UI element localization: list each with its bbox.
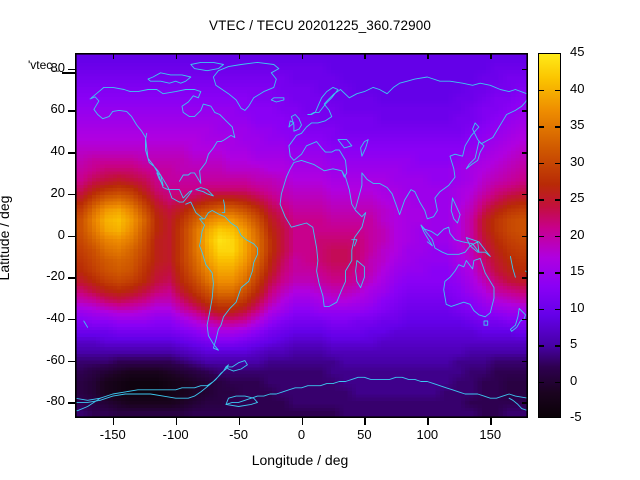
colorbar-tick-mark — [555, 235, 561, 237]
colorbar-tick-label: 15 — [570, 263, 585, 278]
y-tick-label: -20 — [46, 268, 65, 284]
colorbar-tick-mark-left — [538, 308, 544, 310]
y-tick-mark — [68, 318, 75, 321]
x-tick-label: 100 — [416, 427, 439, 442]
colorbar-tick-label: 0 — [570, 372, 578, 388]
colorbar-tick-mark — [555, 381, 561, 383]
y-tick-mark-inner — [522, 318, 528, 321]
x-axis-label: Longitude / deg — [251, 452, 349, 468]
colorbar-tick-label: 30 — [570, 153, 585, 169]
x-tick-mark — [490, 418, 492, 425]
colorbar-tick-mark — [555, 199, 561, 201]
colorbar-tick-mark-left — [538, 162, 544, 164]
y-tick-mark-inner — [522, 402, 528, 404]
colorbar-tick-label: 40 — [570, 80, 585, 96]
x-tick-mark-inner — [112, 53, 115, 59]
key-title: 'vtec_ — [28, 58, 59, 72]
y-tick-label: 20 — [50, 184, 65, 200]
x-tick-mark-inner — [427, 53, 429, 59]
x-tick-label: 50 — [357, 427, 372, 442]
colorbar-tick-label: 10 — [570, 299, 585, 315]
colorbar-tick-mark — [555, 162, 561, 164]
y-tick-label: -40 — [46, 309, 65, 325]
colorbar-tick-mark-left — [538, 381, 544, 383]
x-tick-mark — [364, 418, 366, 425]
y-tick-mark-inner — [522, 68, 528, 71]
colorbar-tick-mark-left — [538, 199, 544, 201]
colorbar-tick-mark — [555, 272, 561, 274]
colorbar-tick-mark-left — [538, 235, 544, 237]
y-tick-mark-inner — [522, 110, 528, 112]
x-tick-label: -50 — [229, 427, 248, 442]
colorbar-tick-mark — [555, 345, 561, 347]
vtec-heatmap — [75, 53, 528, 418]
coastline-overlay — [75, 61, 528, 412]
colorbar-tick-mark-left — [538, 89, 544, 91]
plot-area — [75, 53, 528, 418]
y-axis-label: Latitude / deg — [0, 195, 12, 281]
y-tick-mark-inner — [522, 193, 528, 196]
y-tick-mark — [68, 110, 75, 112]
x-tick-mark-inner — [364, 53, 366, 59]
x-tick-mark-inner — [238, 53, 241, 59]
y-tick-mark-inner — [522, 235, 528, 237]
colorbar-tick-mark-left — [538, 345, 544, 347]
x-tick-label: 0 — [297, 427, 306, 442]
y-tick-label: 40 — [50, 143, 65, 159]
y-tick-mark — [68, 235, 75, 237]
colorbar-tick-mark-left — [538, 126, 544, 128]
x-tick-mark-inner — [175, 53, 178, 59]
colorbar-tick-mark — [555, 308, 561, 310]
colorbar-tick-label: 25 — [570, 190, 585, 205]
colorbar-tick-label: 35 — [570, 117, 585, 132]
y-tick-mark — [68, 193, 75, 196]
x-tick-mark-inner — [301, 53, 303, 59]
colorbar-tick-mark-left — [538, 272, 544, 274]
y-tick-label: 0 — [57, 226, 65, 242]
y-tick-label: 80 — [50, 59, 65, 75]
colorbar-tick-label: -5 — [570, 409, 582, 424]
y-tick-label: -80 — [46, 393, 65, 409]
x-tick-label: -150 — [99, 427, 126, 442]
y-tick-label: 60 — [50, 101, 65, 117]
y-tick-mark — [68, 68, 75, 71]
y-tick-mark-inner — [522, 152, 528, 154]
x-tick-mark — [301, 418, 303, 425]
y-tick-mark — [68, 152, 75, 154]
colorbar-tick-label: 20 — [570, 226, 585, 242]
colorbar-tick-mark — [555, 89, 561, 91]
x-tick-mark — [175, 418, 178, 425]
key-sample-line — [62, 72, 84, 74]
y-tick-mark-inner — [522, 277, 528, 279]
colorbar-tick-mark — [555, 126, 561, 128]
y-tick-mark — [68, 360, 75, 363]
heatmap-cells — [75, 53, 528, 418]
page-title: VTEC / TECU 20201225_360.72900 — [209, 18, 431, 33]
colorbar-tick-label: 45 — [570, 44, 585, 59]
x-tick-mark — [112, 418, 115, 425]
y-tick-mark — [68, 277, 75, 279]
colorbar-tick-label: 5 — [570, 336, 578, 351]
y-tick-label: -60 — [46, 351, 65, 367]
y-tick-mark-inner — [522, 360, 528, 363]
colorbar-gradient — [538, 53, 561, 418]
x-tick-mark-inner — [490, 53, 492, 59]
y-tick-mark — [68, 402, 75, 404]
x-tick-mark — [238, 418, 241, 425]
x-tick-mark — [427, 418, 429, 425]
x-tick-label: -100 — [162, 427, 189, 442]
x-tick-label: 150 — [479, 427, 502, 442]
plot-frame — [75, 53, 528, 418]
